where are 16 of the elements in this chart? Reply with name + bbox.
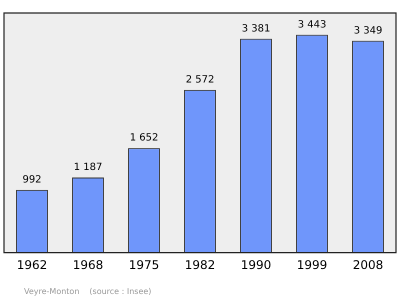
x-tick-label: 1975 bbox=[128, 258, 160, 272]
x-tick-label: 1982 bbox=[184, 258, 216, 272]
data-label: 3 349 bbox=[354, 25, 382, 36]
x-tick-label: 1990 bbox=[240, 258, 272, 272]
data-label: 1 652 bbox=[130, 132, 158, 144]
data-label: 2 572 bbox=[186, 74, 214, 86]
data-label: 1 187 bbox=[74, 162, 102, 174]
x-tick-label: 1999 bbox=[296, 258, 328, 272]
text: Veyre-Monton bbox=[24, 287, 80, 296]
x-tick-label: 1962 bbox=[16, 258, 48, 272]
x-tick-label: 2008 bbox=[352, 258, 384, 272]
data-label: 3 381 bbox=[242, 23, 270, 34]
data-label: 992 bbox=[22, 174, 42, 186]
x-tick-label: 1968 bbox=[72, 258, 104, 272]
data-label: 3 443 bbox=[298, 19, 326, 30]
text: (source : Insee) bbox=[89, 287, 152, 296]
